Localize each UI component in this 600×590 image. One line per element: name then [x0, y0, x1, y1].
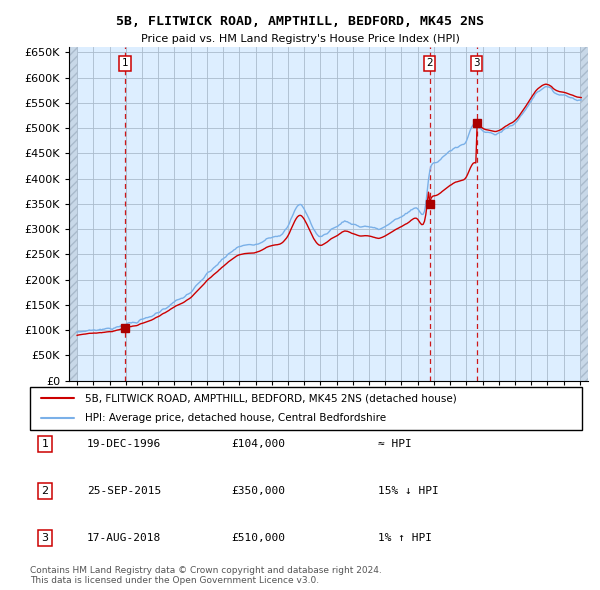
Text: 1% ↑ HPI: 1% ↑ HPI [378, 533, 432, 543]
Text: £350,000: £350,000 [231, 486, 285, 496]
Text: 5B, FLITWICK ROAD, AMPTHILL, BEDFORD, MK45 2NS: 5B, FLITWICK ROAD, AMPTHILL, BEDFORD, MK… [116, 15, 484, 28]
Text: £104,000: £104,000 [231, 439, 285, 448]
Text: £510,000: £510,000 [231, 533, 285, 543]
Text: 3: 3 [41, 533, 49, 543]
Text: Contains HM Land Registry data © Crown copyright and database right 2024.
This d: Contains HM Land Registry data © Crown c… [30, 566, 382, 585]
Text: 17-AUG-2018: 17-AUG-2018 [87, 533, 161, 543]
Text: Price paid vs. HM Land Registry's House Price Index (HPI): Price paid vs. HM Land Registry's House … [140, 34, 460, 44]
Text: HPI: Average price, detached house, Central Bedfordshire: HPI: Average price, detached house, Cent… [85, 414, 386, 424]
Text: 3: 3 [473, 58, 480, 68]
FancyBboxPatch shape [30, 387, 582, 430]
Text: 2: 2 [426, 58, 433, 68]
Text: 15% ↓ HPI: 15% ↓ HPI [378, 486, 439, 496]
Text: 1: 1 [41, 439, 49, 448]
Text: 1: 1 [122, 58, 128, 68]
Text: 19-DEC-1996: 19-DEC-1996 [87, 439, 161, 448]
Text: ≈ HPI: ≈ HPI [378, 439, 412, 448]
Text: 2: 2 [41, 486, 49, 496]
Text: 25-SEP-2015: 25-SEP-2015 [87, 486, 161, 496]
Text: 5B, FLITWICK ROAD, AMPTHILL, BEDFORD, MK45 2NS (detached house): 5B, FLITWICK ROAD, AMPTHILL, BEDFORD, MK… [85, 393, 457, 403]
